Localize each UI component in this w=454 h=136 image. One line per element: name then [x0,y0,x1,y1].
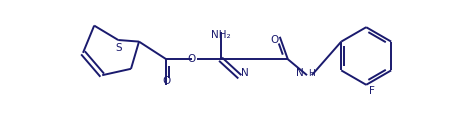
Text: F: F [370,86,375,96]
Text: H: H [309,69,316,78]
Text: O: O [270,35,278,45]
Text: NH₂: NH₂ [211,30,231,40]
Text: S: S [115,43,122,53]
Text: N: N [242,68,249,78]
Text: N: N [296,68,304,78]
Text: O: O [162,76,170,86]
Text: O: O [188,54,196,64]
